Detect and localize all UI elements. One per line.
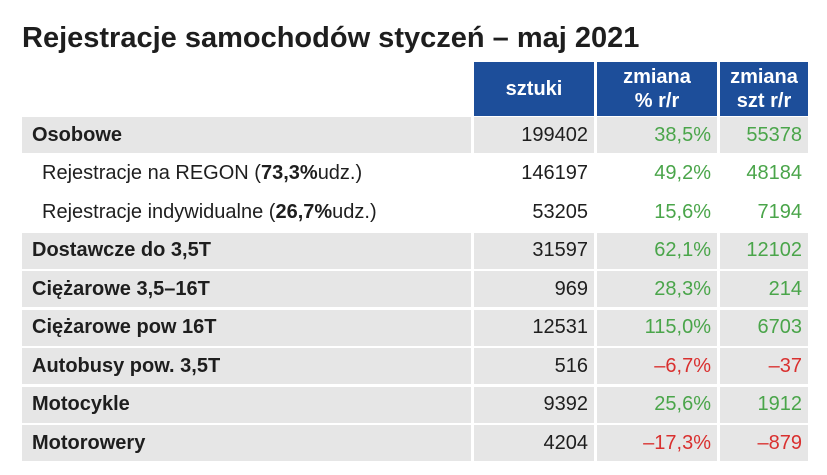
table-row: Rejestracje indywidualne (26,7% udz.) 532… xyxy=(22,193,808,232)
cell-background xyxy=(474,232,594,269)
cell-sztuki: 969 xyxy=(554,277,588,300)
header-zmiana-proc-line2: % r/r xyxy=(634,90,680,112)
header-zmiana-szt-line1: zmiana xyxy=(730,66,798,88)
header-zmiana-szt: zmiana szt r/r xyxy=(720,62,808,116)
cell-sztuki: 516 xyxy=(554,354,588,377)
cell-background xyxy=(597,425,717,461)
table-row: Dostawcze do 3,5T 31597 62,1% 12102 xyxy=(22,232,808,271)
cell-background xyxy=(597,117,717,153)
row-label: Rejestracje na REGON (73,3% udz.) xyxy=(42,155,362,193)
table-header: sztuki zmiana % r/r zmiana szt r/r xyxy=(22,62,808,116)
header-sztuki-label: sztuki xyxy=(505,78,563,100)
cell-background xyxy=(720,348,808,384)
row-label: Ciężarowe 3,5–16T xyxy=(32,277,210,300)
chart-title: Rejestracje samochodów styczeń – maj 202… xyxy=(22,22,640,54)
table-row: Ciężarowe 3,5–16T 969 28,3% 214 xyxy=(22,270,808,309)
cell-zmiana-proc: 62,1% xyxy=(654,239,711,261)
row-label: Motocykle xyxy=(32,393,130,415)
row-label-background xyxy=(22,232,471,269)
cell-zmiana-proc: 15,6% xyxy=(654,200,711,223)
cell-zmiana-szt: 7194 xyxy=(757,200,803,223)
row-label: Ciężarowe pow 16T xyxy=(32,316,217,338)
header-sztuki: sztuki xyxy=(474,62,594,116)
cell-zmiana-szt: 214 xyxy=(768,277,802,300)
cell-sztuki: 31597 xyxy=(532,239,588,261)
header-zmiana-proc: zmiana % r/r xyxy=(597,62,717,116)
row-label-pre: Rejestracje indywidualne ( xyxy=(42,200,276,223)
row-label-pre: Rejestracje na REGON ( xyxy=(42,162,261,184)
table-row: Motocykle 9392 25,6% 1912 xyxy=(22,386,808,425)
registrations-table: sztuki zmiana % r/r zmiana szt r/r Osobo… xyxy=(22,62,808,463)
table-body: Osobowe 199402 38,5% 55378 Rejestracje na RE… xyxy=(22,116,808,463)
row-label-share: 73,3% xyxy=(260,162,318,184)
row-label-background xyxy=(22,386,471,423)
cell-background xyxy=(474,309,594,346)
cell-background xyxy=(720,309,808,346)
cell-zmiana-szt: 48184 xyxy=(746,162,802,184)
cell-background xyxy=(474,117,594,153)
cell-zmiana-proc: 28,3% xyxy=(654,277,711,300)
cell-background xyxy=(597,348,717,384)
cell-background xyxy=(474,348,594,384)
row-label: Dostawcze do 3,5T xyxy=(32,239,211,261)
cell-sztuki: 53205 xyxy=(532,200,588,223)
table-row: Osobowe 199402 38,5% 55378 xyxy=(22,116,808,155)
cell-zmiana-proc: –17,3% xyxy=(643,431,711,454)
table-row: Autobusy pow. 3,5T 516 –6,7% –37 xyxy=(22,347,808,386)
cell-background xyxy=(474,271,594,307)
cell-background xyxy=(720,271,808,307)
cell-background xyxy=(720,232,808,269)
cell-zmiana-proc: 115,0% xyxy=(644,316,711,338)
cell-background xyxy=(597,232,717,269)
row-label: Osobowe xyxy=(32,123,123,146)
row-label: Autobusy pow. 3,5T xyxy=(32,354,221,377)
row-label: Motorowery xyxy=(32,431,146,454)
row-label: Rejestracje indywidualne (26,7% udz.) xyxy=(42,193,377,231)
cell-zmiana-proc: 38,5% xyxy=(654,123,711,146)
cell-zmiana-szt: 12102 xyxy=(746,239,802,261)
row-label-share: 26,7% xyxy=(275,200,333,223)
row-label-post: udz.) xyxy=(317,162,363,184)
cell-sztuki: 4204 xyxy=(543,431,589,454)
table-row: Ciężarowe pow 16T 12531 115,0% 6703 xyxy=(22,309,808,348)
cell-zmiana-proc: –6,7% xyxy=(654,354,711,377)
cell-background xyxy=(720,386,808,423)
cell-zmiana-proc: 49,2% xyxy=(654,162,711,184)
cell-zmiana-szt: 55378 xyxy=(746,123,802,146)
cell-sztuki: 199402 xyxy=(521,123,588,146)
cell-zmiana-szt: –37 xyxy=(768,354,802,377)
cell-background xyxy=(597,271,717,307)
row-label-background xyxy=(22,425,471,461)
cell-background xyxy=(720,425,808,461)
cell-background xyxy=(597,386,717,423)
header-zmiana-proc-line1: zmiana xyxy=(623,66,691,88)
table-row: Motorowery 4204 –17,3% –879 xyxy=(22,424,808,463)
cell-background xyxy=(597,309,717,346)
cell-background xyxy=(720,117,808,153)
row-label-background xyxy=(22,117,471,153)
row-label-background xyxy=(22,348,471,384)
cell-zmiana-proc: 25,6% xyxy=(654,393,711,415)
row-label-background xyxy=(22,271,471,307)
cell-sztuki: 9392 xyxy=(543,393,589,415)
row-label-background xyxy=(22,309,471,346)
cell-zmiana-szt: 1912 xyxy=(757,393,803,415)
cell-sztuki: 146197 xyxy=(521,162,588,184)
row-label-post: udz.) xyxy=(332,200,377,223)
cell-background xyxy=(474,386,594,423)
cell-background xyxy=(474,425,594,461)
cell-sztuki: 12531 xyxy=(532,316,588,338)
cell-zmiana-szt: 6703 xyxy=(757,316,803,338)
header-zmiana-szt-line2: szt r/r xyxy=(736,90,792,112)
cell-zmiana-szt: –879 xyxy=(757,431,803,454)
table-row: Rejestracje na REGON (73,3% udz.) 146197 4… xyxy=(22,155,808,194)
